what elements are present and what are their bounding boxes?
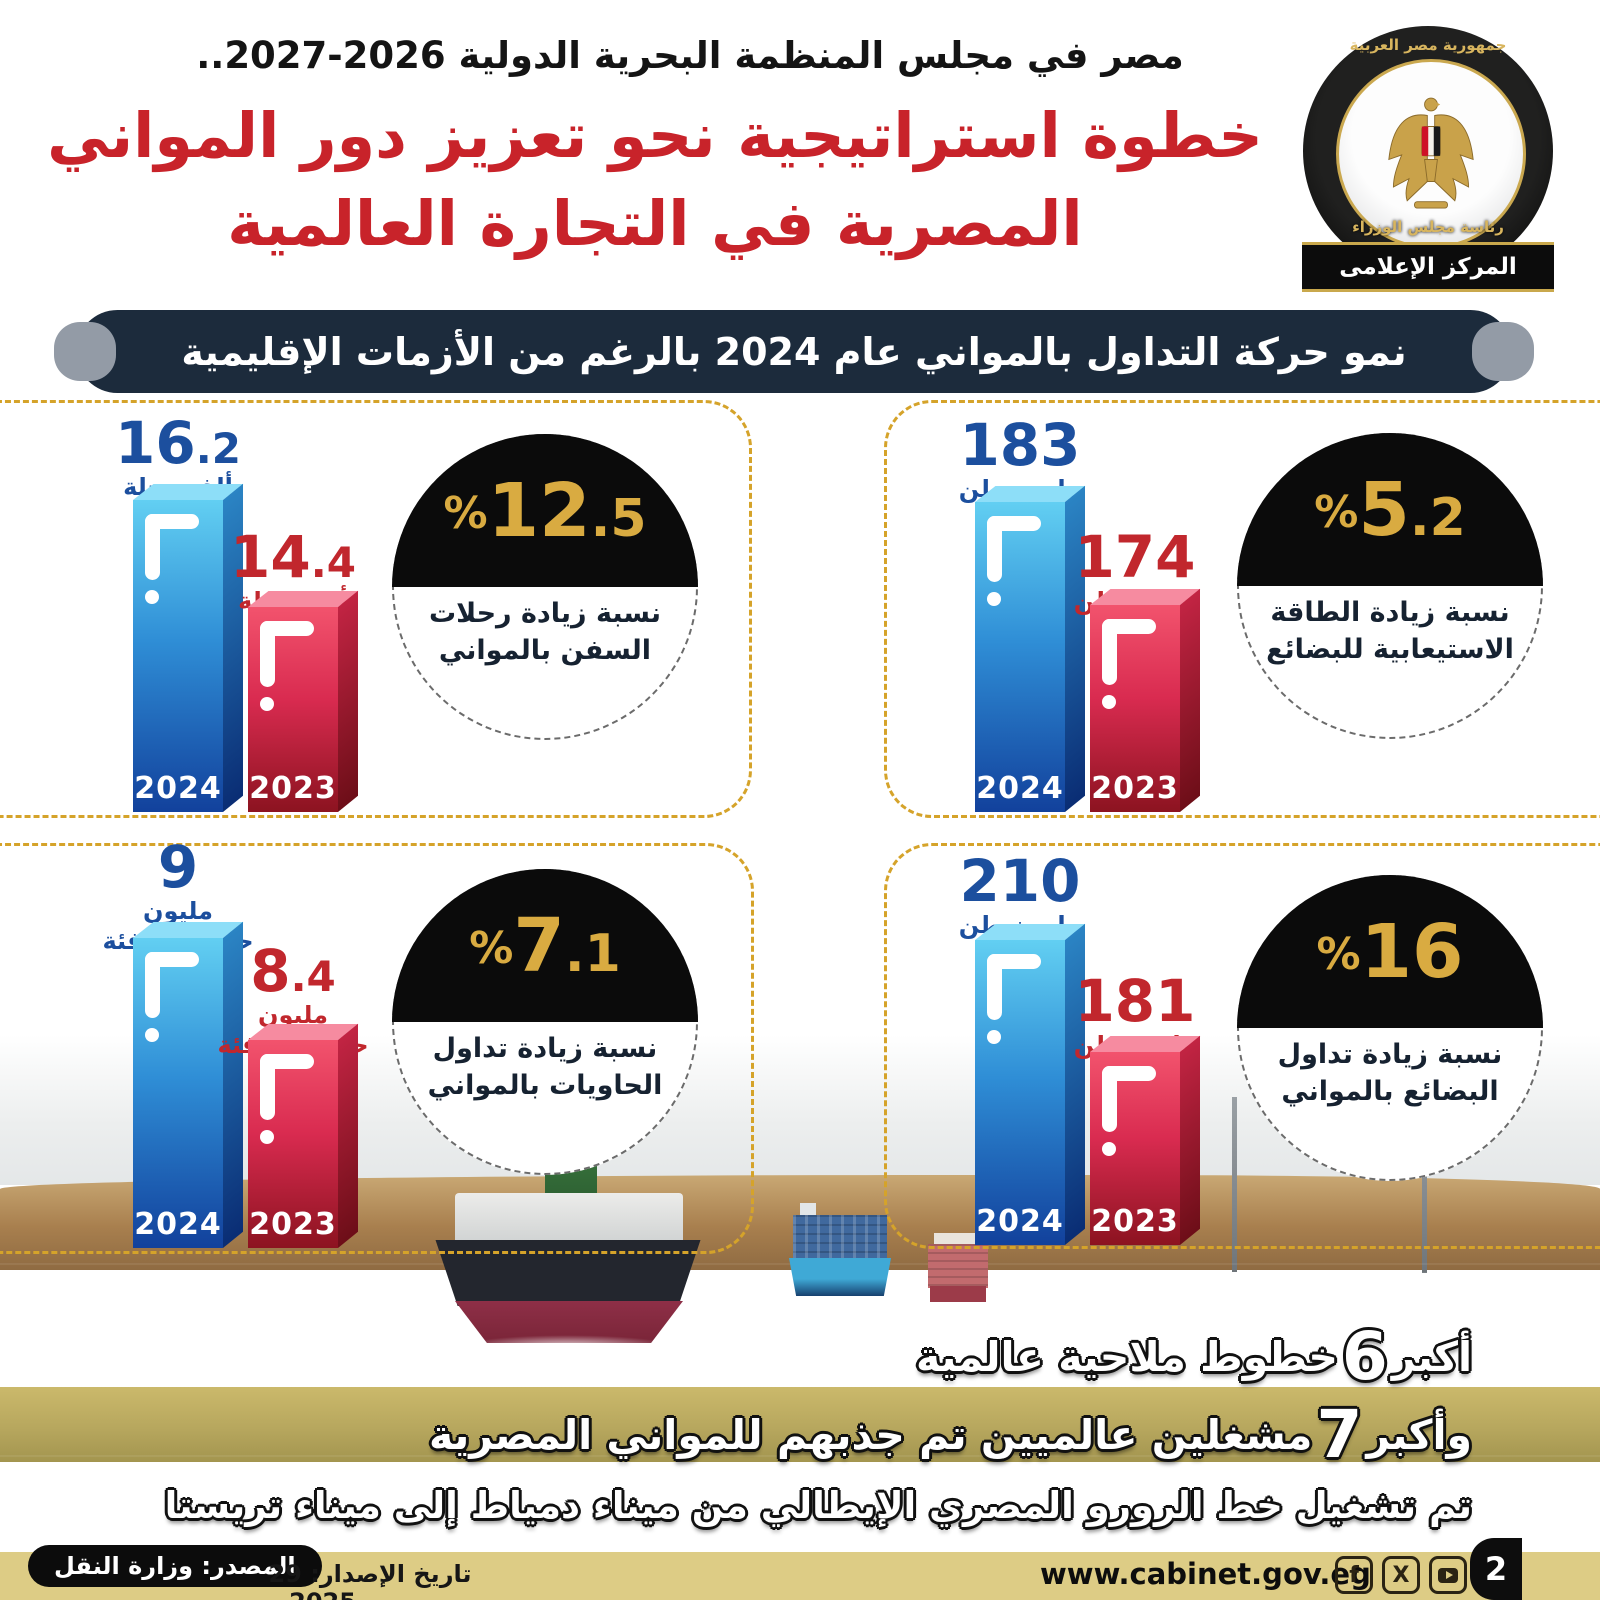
bar-2023: 2023 — [248, 1023, 359, 1248]
cabinet-media-center-logo: جمهورية مصر العربية رئاسة مجلس الوزراء ا… — [1300, 26, 1556, 292]
statement-global-operators: وأكبر7مشغلين عالميين تم جذبهم للمواني ال… — [429, 1396, 1472, 1473]
bar-year-label: 2023 — [249, 771, 337, 806]
tanker-superstructure — [455, 1193, 683, 1245]
facebook-icon[interactable]: f — [1335, 1556, 1373, 1594]
bar-year-label: 2023 — [249, 1207, 337, 1242]
statement-roro-line: تم تشغيل خط الرورو المصري الإيطالي من مي… — [164, 1484, 1472, 1527]
subtitle-banner: نمو حركة التداول بالمواني عام 2024 بالرغ… — [54, 310, 1534, 393]
bar-2024: 2024 — [975, 485, 1086, 812]
logo-country-text: جمهورية مصر العربية — [1349, 36, 1507, 54]
percent-circle-ship-trips: %12.5 نسبة زيادة رحلات السفن بالمواني — [392, 434, 698, 740]
red-ship-hull — [930, 1286, 986, 1302]
percent-circle-containers: %7.1 نسبة زيادة تداول الحاويات بالمواني — [392, 869, 698, 1175]
percent-value: %12.5 — [443, 467, 647, 554]
bar-2023: 2023 — [248, 590, 359, 812]
kicker-text: مصر في مجلس المنظمة البحرية الدولية 2026… — [196, 34, 1184, 77]
tanker-wake — [460, 1335, 675, 1359]
photo-near-bank — [0, 1387, 1600, 1462]
percent-value: %5.2 — [1314, 466, 1466, 553]
percent-circle-cargo-capacity: %5.2 نسبة زيادة الطاقة الاستيعابية للبضائ… — [1237, 433, 1543, 739]
container-ship-stack — [793, 1215, 887, 1260]
red-ship-top — [934, 1233, 982, 1245]
panel-ship-trips — [0, 400, 752, 818]
logo-inner-circle — [1336, 59, 1526, 249]
logo-media-center-ribbon: المركز الإعلامى — [1302, 242, 1554, 292]
bar-2024: 2024 — [133, 483, 244, 812]
photo-pylon-2 — [1422, 1113, 1427, 1273]
title-line-1: خطوة استراتيجية نحو تعزيز دور المواني — [47, 99, 1263, 172]
youtube-icon[interactable] — [1429, 1556, 1467, 1594]
percent-circle-goods: %16 نسبة زيادة تداول البضائع بالمواني — [1237, 875, 1543, 1181]
panel-goods — [884, 843, 1600, 1249]
bar-2024: 2024 — [975, 923, 1086, 1245]
bar-year-label: 2023 — [1091, 1204, 1179, 1239]
website-link[interactable]: www.cabinet.gov.eg — [1040, 1557, 1371, 1591]
panel-cargo-capacity — [884, 400, 1600, 818]
percent-value: %7.1 — [469, 902, 621, 989]
bar-year-label: 2024 — [976, 771, 1064, 806]
percent-caption: نسبة زيادة تداول البضائع بالمواني — [1277, 1039, 1503, 1107]
bar-2023: 2023 — [1090, 1035, 1201, 1245]
source-pill: المصدر: وزارة النقل — [28, 1545, 322, 1587]
title-line-2: المصرية في التجارة العالمية — [227, 187, 1083, 261]
percent-value: %16 — [1316, 908, 1464, 995]
statement-shipping-lines: أكبر6خطوط ملاحية عالمية — [916, 1318, 1472, 1395]
issue-date: تاريخ الإصدار: 29 ديسمبر 2025 — [268, 1560, 472, 1600]
social-icons: f X — [1335, 1556, 1467, 1594]
footer-bar: المصدر: وزارة النقل تاريخ الإصدار: 29 دي… — [0, 1538, 1600, 1600]
bar-year-label: 2024 — [134, 1207, 222, 1242]
page-title: خطوة استراتيجية نحو تعزيز دور المواني ال… — [40, 92, 1270, 268]
percent-caption: نسبة زيادة رحلات السفن بالمواني — [428, 598, 662, 666]
bar-value-label: 181 مليون طن — [1073, 967, 1197, 1059]
x-icon[interactable]: X — [1382, 1556, 1420, 1594]
page-number-badge: 2 — [1470, 1538, 1522, 1600]
bar-year-label: 2023 — [1091, 771, 1179, 806]
container-ship-hull — [789, 1258, 891, 1296]
bar-2024: 2024 — [133, 921, 244, 1248]
percent-caption: نسبة زيادة تداول الحاويات بالمواني — [427, 1033, 663, 1101]
bar-year-label: 2024 — [134, 771, 222, 806]
logo-cabinet-text: رئاسة مجلس الوزراء — [1352, 218, 1504, 236]
percent-caption: نسبة زيادة الطاقة الاستيعابية للبضائع — [1266, 597, 1514, 665]
bar-year-label: 2024 — [976, 1204, 1064, 1239]
red-ship-body — [928, 1244, 988, 1288]
panel-containers — [0, 843, 754, 1254]
eagle-of-saladin-icon — [1388, 97, 1474, 209]
photo-pylon-1 — [1232, 1097, 1237, 1272]
bar-2023: 2023 — [1090, 588, 1201, 812]
